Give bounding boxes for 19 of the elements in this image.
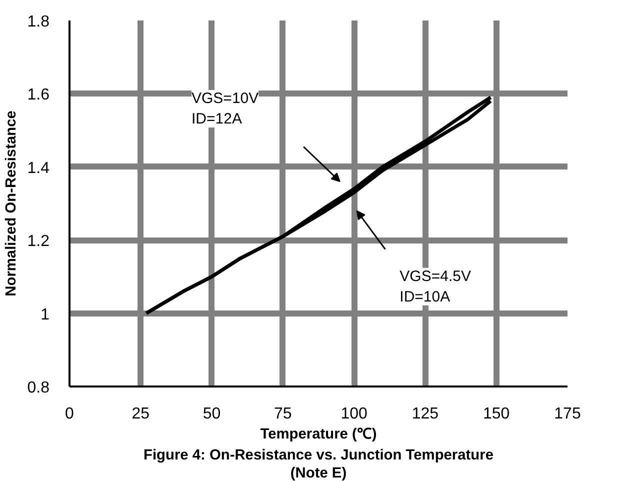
x-tick-label: 100 [340, 406, 368, 422]
y-axis-title: Normalized On-Resistance [3, 110, 20, 296]
text: Figure 4: On-Resistance vs. Junction Temperature (Note E) [144, 448, 494, 481]
x-tick-label: 50 [202, 406, 221, 422]
x-tick-label: 25 [132, 406, 150, 422]
y-tick-label: 1.2 [27, 233, 50, 250]
x-tick-label: 150 [483, 406, 510, 422]
x-tick-label: 0 [65, 406, 74, 422]
x-tick-label: 75 [274, 406, 292, 422]
y-tick-label: 0.8 [27, 380, 50, 396]
y-tick-label: 1.6 [27, 86, 50, 104]
x-tick-label: 175 [554, 406, 581, 422]
y-tick-label: 1.8 [27, 14, 50, 30]
annotation: VGS=4.5V ID=10A [400, 268, 471, 306]
y-tick-label: 1 [40, 306, 50, 324]
annotation: VGS=10V ID=12A [192, 90, 259, 128]
y-tick-label: 1.4 [27, 160, 50, 177]
x-axis-title: Temperature (℃) [260, 426, 377, 442]
x-tick-label: 125 [412, 406, 439, 422]
